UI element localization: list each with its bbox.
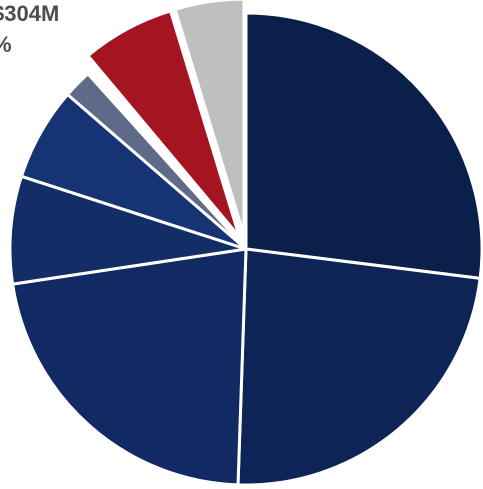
pie-slice-1 [244,11,483,280]
pie-slice-8 [86,9,241,239]
pie-slices [8,0,483,487]
callout-value-label: $304M [0,1,60,26]
pie-slice-7 [86,66,248,251]
pie-slice-3 [11,247,248,487]
pie-slice-2 [236,247,482,487]
pie-slice-4 [8,174,248,286]
callout-percent-label: % [0,33,12,57]
pie-slice-9 [173,0,246,237]
